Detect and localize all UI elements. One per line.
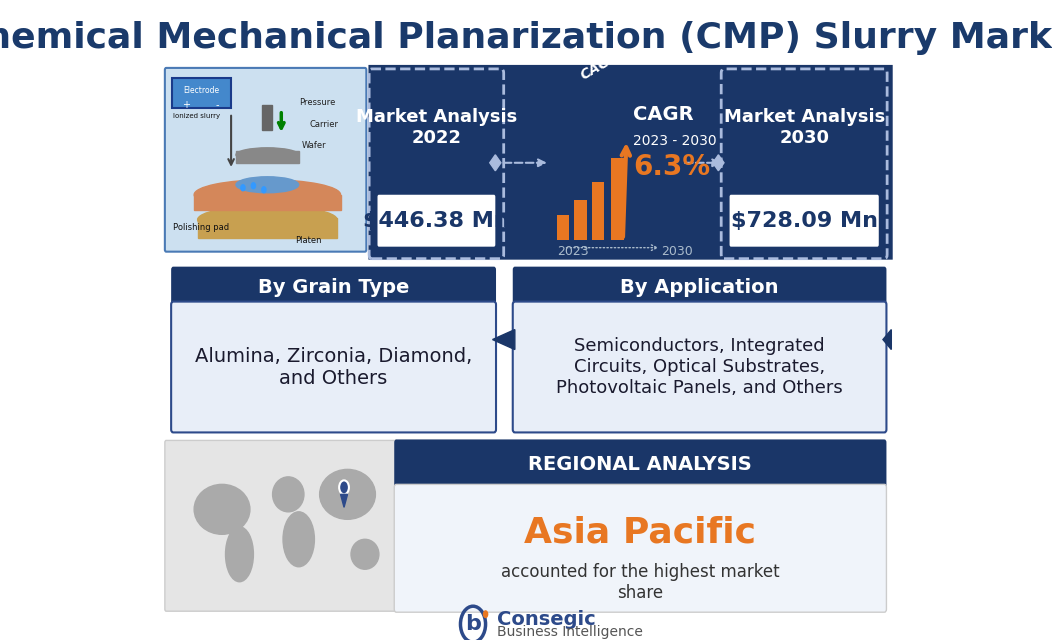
Bar bbox=[171, 78, 231, 108]
Text: $728.09 Mn: $728.09 Mn bbox=[731, 211, 877, 231]
Bar bbox=[591, 182, 604, 240]
FancyBboxPatch shape bbox=[512, 267, 887, 308]
Circle shape bbox=[339, 480, 349, 494]
Bar bbox=[557, 215, 569, 240]
Polygon shape bbox=[883, 329, 891, 349]
Text: Ionized slurry: Ionized slurry bbox=[174, 113, 220, 119]
Ellipse shape bbox=[320, 469, 376, 519]
Text: REGIONAL ANALYSIS: REGIONAL ANALYSIS bbox=[528, 455, 752, 474]
Text: Electrode: Electrode bbox=[183, 86, 219, 95]
Text: Platen: Platen bbox=[296, 236, 322, 245]
Text: Polishing pad: Polishing pad bbox=[174, 222, 229, 231]
Polygon shape bbox=[713, 154, 724, 171]
Ellipse shape bbox=[283, 512, 315, 567]
Bar bbox=[574, 200, 587, 240]
Text: Business Intelligence: Business Intelligence bbox=[498, 625, 643, 639]
Circle shape bbox=[241, 185, 245, 191]
Bar bbox=[236, 151, 299, 163]
Text: Market Analysis
2030: Market Analysis 2030 bbox=[724, 108, 885, 147]
Ellipse shape bbox=[272, 477, 304, 512]
Text: CAGR: CAGR bbox=[633, 105, 694, 124]
Text: Market Analysis
2022: Market Analysis 2022 bbox=[356, 108, 517, 147]
Text: 2023: 2023 bbox=[557, 245, 588, 258]
FancyBboxPatch shape bbox=[165, 440, 398, 612]
Text: Semiconductors, Integrated
Circuits, Optical Substrates,
Photovoltaic Panels, an: Semiconductors, Integrated Circuits, Opt… bbox=[557, 337, 843, 397]
Text: By Grain Type: By Grain Type bbox=[258, 278, 409, 297]
Bar bbox=[198, 218, 337, 238]
Ellipse shape bbox=[195, 179, 341, 210]
FancyBboxPatch shape bbox=[378, 195, 495, 247]
FancyBboxPatch shape bbox=[368, 65, 893, 260]
Bar bbox=[195, 195, 341, 210]
Circle shape bbox=[251, 183, 256, 188]
Bar bbox=[611, 158, 624, 240]
FancyBboxPatch shape bbox=[730, 195, 878, 247]
Text: CAGR: CAGR bbox=[578, 49, 622, 83]
Ellipse shape bbox=[236, 148, 299, 162]
Circle shape bbox=[262, 187, 266, 193]
Ellipse shape bbox=[225, 527, 254, 582]
Text: 6.3%: 6.3% bbox=[633, 153, 710, 181]
FancyBboxPatch shape bbox=[394, 440, 887, 490]
Circle shape bbox=[483, 610, 488, 618]
Text: 2023 - 2030: 2023 - 2030 bbox=[633, 134, 717, 148]
Bar bbox=[262, 105, 272, 130]
FancyBboxPatch shape bbox=[165, 68, 366, 252]
Text: 2030: 2030 bbox=[662, 245, 693, 258]
Text: Pressure: Pressure bbox=[299, 98, 336, 107]
Ellipse shape bbox=[198, 206, 337, 234]
Polygon shape bbox=[492, 329, 514, 349]
Ellipse shape bbox=[236, 177, 299, 193]
Polygon shape bbox=[341, 494, 347, 507]
FancyBboxPatch shape bbox=[394, 485, 887, 612]
Text: Carrier: Carrier bbox=[309, 120, 338, 129]
Ellipse shape bbox=[195, 485, 250, 535]
FancyBboxPatch shape bbox=[171, 302, 497, 433]
Text: Consegic: Consegic bbox=[498, 610, 596, 629]
Polygon shape bbox=[490, 154, 501, 171]
Text: By Application: By Application bbox=[621, 278, 778, 297]
Text: accounted for the highest market
share: accounted for the highest market share bbox=[501, 563, 780, 602]
Text: $446.38 Mn: $446.38 Mn bbox=[363, 211, 510, 231]
Text: Alumina, Zirconia, Diamond,
and Others: Alumina, Zirconia, Diamond, and Others bbox=[195, 347, 472, 388]
Text: Wafer: Wafer bbox=[302, 141, 327, 150]
Text: +        -: + - bbox=[183, 100, 220, 110]
FancyBboxPatch shape bbox=[171, 267, 497, 308]
FancyBboxPatch shape bbox=[512, 302, 887, 433]
Ellipse shape bbox=[351, 539, 379, 569]
Text: Chemical Mechanical Planarization (CMP) Slurry Market: Chemical Mechanical Planarization (CMP) … bbox=[0, 21, 1052, 55]
Text: Asia Pacific: Asia Pacific bbox=[524, 515, 756, 549]
Text: b: b bbox=[465, 614, 481, 634]
